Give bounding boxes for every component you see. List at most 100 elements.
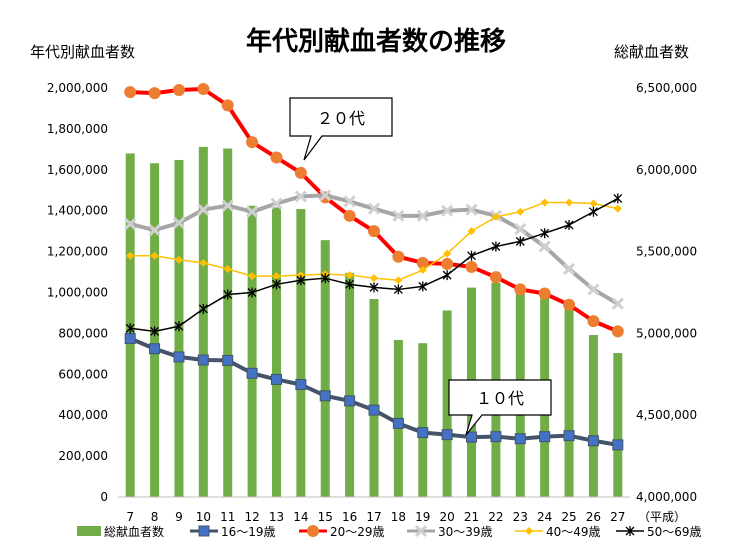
data-point (587, 435, 599, 447)
legend-item: 16～19歳 (190, 525, 276, 539)
left-tick-label: 1,000,000 (47, 286, 108, 300)
marker-stroke (197, 203, 210, 216)
x-tick-label: 7 (126, 510, 134, 524)
data-point (392, 250, 405, 263)
legend-swatch-marker (198, 525, 210, 537)
data-point (197, 83, 210, 96)
data-point (370, 274, 378, 283)
data-point (319, 189, 332, 202)
x-tick-label: 23 (513, 510, 528, 524)
data-point (124, 333, 136, 345)
left-tick-label: 200,000 (58, 449, 108, 463)
data-point (611, 325, 624, 338)
data-point (441, 257, 454, 270)
data-point (198, 303, 208, 314)
data-point (270, 197, 283, 210)
legend-label: 40～49歳 (546, 525, 601, 539)
marker-stroke (538, 240, 551, 253)
x-tick-label: 26 (586, 510, 601, 524)
legend-label: 20～29歳 (330, 525, 385, 539)
data-point (172, 216, 186, 230)
callout-20s-text: ２０代 (317, 109, 365, 128)
data-point (221, 99, 234, 112)
x-axis: 7 8 9 10 11 12 13 14 15 16 17 18 19 20 21 22 23 24 25 26 27 (126, 510, 625, 524)
right-tick-label: 6,500,000 (636, 81, 697, 95)
data-point (319, 390, 331, 402)
marker-stroke (367, 202, 381, 215)
x-axis-suffix: （平成） (638, 510, 686, 524)
marker-stroke (148, 224, 161, 237)
legend-label: 30～39歳 (438, 525, 493, 539)
data-point (174, 255, 183, 264)
data-point (221, 199, 234, 212)
data-point (538, 287, 551, 300)
data-point (197, 354, 209, 366)
data-point (392, 209, 405, 222)
data-point (148, 224, 161, 237)
marker-stroke (392, 209, 405, 222)
data-point (418, 281, 428, 292)
data-point (125, 323, 135, 334)
data-point (442, 270, 452, 281)
x-tick-label: 16 (342, 510, 357, 524)
bar-19 (418, 343, 428, 497)
x-tick-label: 15 (318, 510, 333, 524)
right-axis: 4,000,000 4,500,000 5,000,000 5,500,000 6,00… (636, 81, 697, 504)
data-point (270, 151, 283, 164)
left-axis-title: 年代別献血者数 (30, 43, 135, 61)
legend-label: 総献血者数 (104, 524, 164, 539)
data-point (540, 228, 550, 239)
marker-stroke (514, 223, 527, 236)
data-point (296, 271, 305, 280)
series-2 (124, 83, 624, 338)
legend-item: 20～29歳 (299, 525, 385, 539)
x-tick-label: 17 (366, 510, 381, 524)
data-point (150, 251, 159, 260)
bar-14 (296, 209, 306, 497)
data-point (294, 190, 307, 203)
x-tick-label: 8 (151, 510, 159, 524)
data-point (320, 273, 330, 284)
data-point (491, 212, 500, 221)
legend-item: 50～69歳 (616, 525, 702, 539)
left-tick-label: 2,000,000 (47, 81, 108, 95)
bar-series (125, 146, 623, 498)
x-tick-label: 14 (293, 510, 308, 524)
x-tick-label: 27 (610, 510, 625, 524)
left-axis: 0 200,000 400,000 600,000 800,000 1,000,000 1,… (47, 81, 108, 504)
data-point (369, 282, 379, 293)
data-point (514, 283, 527, 296)
right-tick-label: 5,500,000 (636, 245, 697, 259)
marker-stroke (465, 203, 478, 216)
left-tick-label: 0 (100, 490, 108, 504)
x-tick-label: 19 (415, 510, 430, 524)
x-tick-label: 21 (464, 510, 479, 524)
data-point (295, 379, 307, 391)
bar-16 (345, 272, 355, 497)
bar-10 (198, 146, 208, 497)
data-point (514, 433, 526, 445)
data-point (172, 84, 185, 97)
bar-26 (588, 335, 598, 497)
left-tick-label: 1,600,000 (47, 163, 108, 177)
marker-stroke (172, 216, 186, 230)
data-point (246, 205, 259, 218)
data-point (588, 206, 598, 217)
bar-15 (320, 240, 330, 497)
data-point (465, 260, 478, 273)
data-point (418, 266, 427, 275)
data-point (223, 264, 232, 273)
marker-stroke (319, 189, 332, 202)
callout-20s: ２０代 (289, 97, 393, 161)
legend-swatch (77, 526, 101, 536)
data-point (443, 249, 452, 258)
bar-13 (271, 207, 281, 498)
data-point (587, 315, 600, 328)
data-point (515, 236, 525, 247)
data-point (417, 427, 429, 439)
bar-25 (564, 307, 574, 497)
left-tick-label: 800,000 (58, 326, 108, 340)
data-point (612, 439, 624, 451)
data-point (294, 166, 307, 179)
